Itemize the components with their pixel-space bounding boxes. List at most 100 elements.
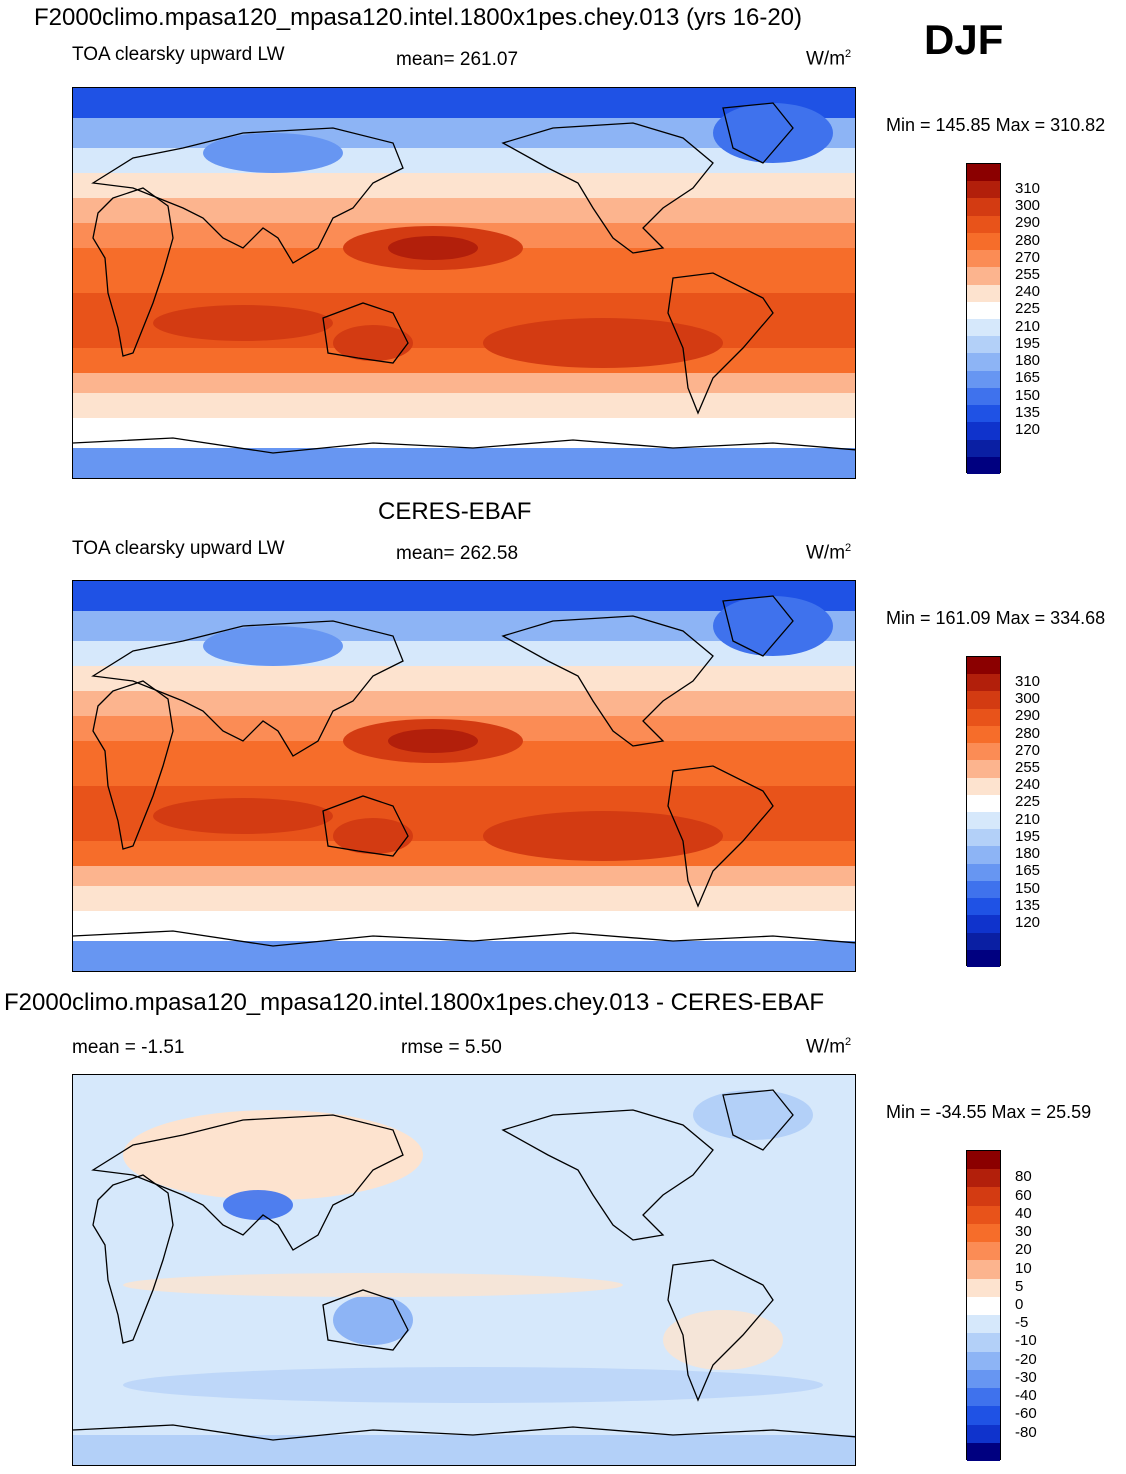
coastline: [722, 595, 794, 657]
colorbar-tick-label: -60: [1015, 1405, 1037, 1423]
field-blob: [123, 1367, 823, 1403]
colorbar-swatch: [967, 1369, 1000, 1389]
coastline: [91, 620, 404, 757]
colorbar-swatch: [967, 422, 1000, 440]
coastline: [92, 680, 174, 850]
field-blob: [473, 1175, 713, 1235]
colorbar-tick-label: -30: [1015, 1368, 1037, 1386]
colorbar-tick-label: 150: [1015, 879, 1041, 897]
colorbar-swatch: [967, 164, 1000, 182]
colorbar-tick-label: 280: [1015, 724, 1041, 742]
field-blob: [333, 325, 413, 361]
colorbar-swatch: [967, 215, 1000, 233]
colorbar-tick-label: 240: [1015, 283, 1041, 301]
field-band: [73, 886, 855, 911]
colorbar-tick-label: 310: [1015, 672, 1041, 690]
colorbar-tick-label: 0: [1015, 1296, 1024, 1313]
colorbar-tick-label: 80: [1015, 1168, 1032, 1186]
panel2-units: W/m2: [806, 542, 852, 564]
field-band: [73, 198, 855, 223]
panel2-map: [72, 580, 856, 972]
colorbar-swatch: [967, 674, 1000, 692]
field-band: [73, 373, 855, 393]
colorbar-swatch: [967, 1278, 1000, 1297]
colorbar-swatch: [967, 1169, 1000, 1188]
panel1-units: W/m2: [806, 48, 852, 70]
colorbar-tick-label: 310: [1015, 179, 1041, 197]
colorbar-swatch: [967, 1205, 1000, 1224]
colorbar-swatch: [967, 846, 1000, 864]
field-band: [73, 666, 855, 691]
panel2-colorbar: [966, 656, 1001, 967]
colorbar-tick-label: -80: [1015, 1423, 1037, 1441]
colorbar-tick-label: 300: [1015, 197, 1041, 215]
colorbar-tick-label: 165: [1015, 369, 1041, 387]
colorbar-swatch: [967, 1315, 1000, 1334]
coastline: [92, 1174, 174, 1344]
field-band: [73, 393, 855, 418]
colorbar-swatch: [967, 760, 1000, 778]
colorbar-swatch: [967, 1223, 1000, 1243]
coastline: [667, 765, 774, 908]
colorbar-tick-label: 40: [1015, 1204, 1032, 1222]
field-band: [73, 911, 855, 941]
colorbar-tick-label: 165: [1015, 862, 1041, 880]
coastline: [73, 437, 855, 454]
colorbar-tick-label: 195: [1015, 827, 1041, 845]
colorbar-swatch: [967, 794, 1000, 812]
colorbar-tick-label: 290: [1015, 707, 1041, 725]
panel3-rmse: rmse = 5.50: [401, 1037, 502, 1058]
field-blob: [483, 318, 723, 368]
colorbar-swatch: [967, 353, 1000, 371]
panel1-minmax: Min = 145.85 Max = 310.82: [886, 115, 1106, 135]
colorbar-swatch: [967, 915, 1000, 933]
colorbar-tick-label: 240: [1015, 776, 1041, 794]
panel1-colorbar: [966, 163, 1001, 474]
field-blob: [483, 811, 723, 861]
colorbar-swatch: [967, 1296, 1000, 1316]
colorbar-swatch: [967, 439, 1000, 457]
field-blob: [333, 1295, 413, 1345]
colorbar-swatch: [967, 708, 1000, 726]
colorbar-swatch: [967, 456, 1000, 474]
colorbar-swatch: [967, 336, 1000, 354]
panel3-subtitle: F2000climo.mpasa120_mpasa120.intel.1800x…: [4, 989, 825, 1016]
colorbar-tick-label: 195: [1015, 334, 1041, 352]
panel2-variable: TOA clearsky upward LW: [72, 538, 285, 559]
field-band: [73, 691, 855, 716]
colorbar-swatch: [967, 743, 1000, 761]
field-band: [73, 1435, 855, 1465]
colorbar-swatch: [967, 1333, 1000, 1352]
colorbar-swatch: [967, 387, 1000, 406]
colorbar-swatch: [967, 657, 1000, 675]
panel1-variable: TOA clearsky upward LW: [72, 44, 285, 65]
colorbar-swatch: [967, 1187, 1000, 1206]
panel3-colorbar: [966, 1150, 1001, 1461]
colorbar-tick-label: 210: [1015, 810, 1041, 828]
colorbar-swatch: [967, 232, 1000, 251]
colorbar-swatch: [967, 250, 1000, 268]
coastline: [501, 615, 714, 747]
colorbar-swatch: [967, 1388, 1000, 1407]
field-band: [73, 418, 855, 448]
panel1-map: [72, 87, 856, 479]
field-blob: [663, 1310, 783, 1370]
colorbar-tick-label: -20: [1015, 1350, 1037, 1368]
colorbar-tick-label: 180: [1015, 845, 1041, 863]
colorbar-swatch: [967, 949, 1000, 967]
colorbar-tick-label: -5: [1015, 1314, 1029, 1332]
colorbar-swatch: [967, 301, 1000, 319]
colorbar-swatch: [967, 1424, 1000, 1443]
colorbar-swatch: [967, 898, 1000, 916]
colorbar-swatch: [967, 777, 1000, 795]
colorbar-swatch: [967, 284, 1000, 302]
colorbar-tick-label: 270: [1015, 741, 1041, 759]
colorbar-swatch: [967, 880, 1000, 899]
colorbar-tick-label: 20: [1015, 1241, 1032, 1259]
coastline: [73, 930, 855, 947]
colorbar-tick-label: 290: [1015, 214, 1041, 232]
coastline: [501, 122, 714, 254]
field-blob: [388, 729, 478, 753]
field-band: [73, 173, 855, 198]
coastline: [322, 795, 409, 857]
